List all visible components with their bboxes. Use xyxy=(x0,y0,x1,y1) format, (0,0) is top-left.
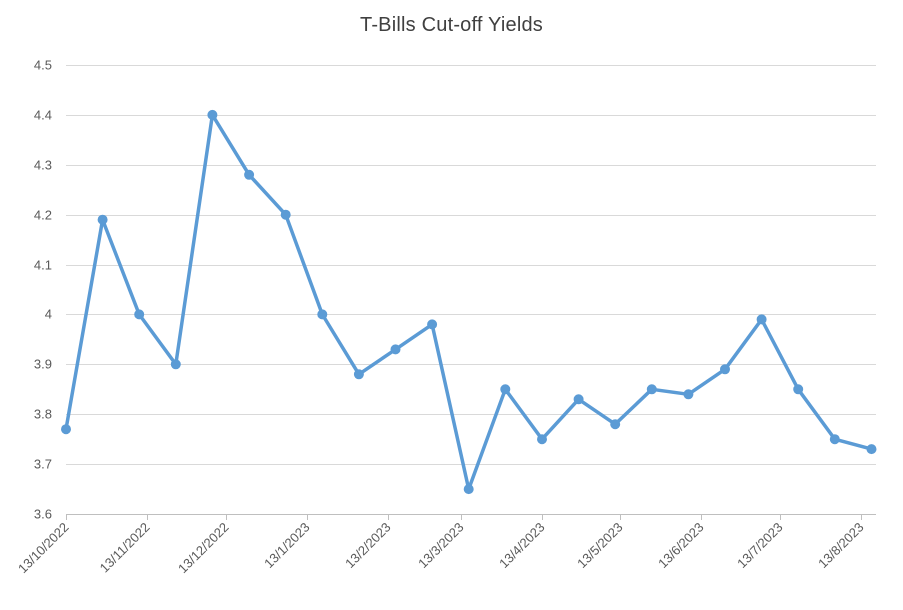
data-point xyxy=(829,434,840,445)
y-tick-label: 4.2 xyxy=(34,208,52,223)
data-point xyxy=(244,169,255,180)
x-tick-label: 13/4/2023 xyxy=(496,520,548,572)
x-tick-label: 13/2/2023 xyxy=(342,520,394,572)
data-point xyxy=(463,484,474,495)
x-tick-label: 13/11/2022 xyxy=(97,520,153,576)
data-point xyxy=(610,419,621,430)
data-point xyxy=(427,319,438,330)
data-point xyxy=(756,314,767,325)
x-tick-label: 13/5/2023 xyxy=(574,520,626,572)
x-tick-label: 13/6/2023 xyxy=(655,520,707,572)
x-tick-label: 13/7/2023 xyxy=(734,520,786,572)
x-tick-label: 13/12/2022 xyxy=(175,520,232,577)
data-point xyxy=(97,214,108,225)
data-point xyxy=(646,384,657,395)
y-tick-label: 3.8 xyxy=(34,407,52,422)
y-tick-label: 4.4 xyxy=(34,108,52,123)
y-tick-label: 3.7 xyxy=(34,457,52,472)
x-tick-label: 13/1/2023 xyxy=(261,520,313,572)
y-tick-label: 4.5 xyxy=(34,58,52,73)
x-tick-label: 13/8/2023 xyxy=(815,520,867,572)
data-point xyxy=(866,444,877,455)
chart-title: T-Bills Cut-off Yields xyxy=(360,14,543,36)
y-tick-label: 4.1 xyxy=(34,258,52,273)
data-point xyxy=(390,344,401,355)
data-point xyxy=(134,309,145,320)
data-point xyxy=(537,434,547,445)
data-point xyxy=(353,369,364,380)
data-point xyxy=(61,424,71,435)
data-point xyxy=(793,384,804,395)
data-point xyxy=(170,359,181,370)
data-point xyxy=(280,209,291,220)
x-tick-label: 13/10/2022 xyxy=(15,520,72,577)
data-point xyxy=(573,394,584,405)
data-point xyxy=(683,389,694,400)
data-point xyxy=(207,109,218,120)
y-tick-label: 3.9 xyxy=(34,357,52,372)
y-tick-label: 4 xyxy=(45,307,52,322)
data-point xyxy=(720,364,730,375)
data-point xyxy=(500,384,511,395)
series-line xyxy=(64,113,874,491)
y-tick-label: 3.6 xyxy=(34,507,52,522)
data-point xyxy=(317,309,328,320)
x-tick-label: 13/3/2023 xyxy=(415,520,467,572)
y-tick-label: 4.3 xyxy=(34,158,52,173)
